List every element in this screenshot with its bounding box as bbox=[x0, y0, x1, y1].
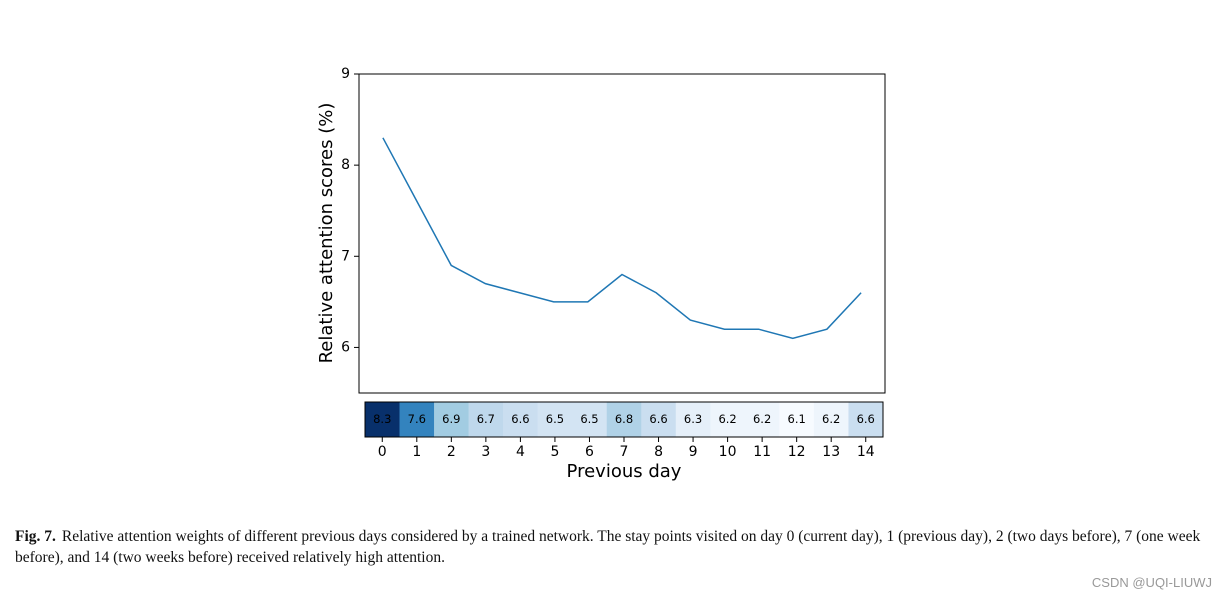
x-tick-label: 6 bbox=[585, 444, 594, 460]
plot-frame bbox=[358, 73, 886, 394]
heat-cell bbox=[813, 402, 849, 437]
x-axis-label: Previous day bbox=[567, 461, 682, 482]
cell-label: 8.3 bbox=[373, 412, 391, 426]
heat-cell bbox=[503, 402, 538, 437]
x-tick-label: 0 bbox=[378, 444, 387, 460]
heat-cell bbox=[675, 402, 711, 437]
cell-label: 6.6 bbox=[649, 412, 667, 426]
data-line bbox=[382, 137, 862, 340]
y-axis-label: Relative attention scores (%) bbox=[316, 103, 337, 364]
y-tick-label: 7 bbox=[341, 248, 350, 264]
cell-label: 6.5 bbox=[580, 412, 598, 426]
x-tick-label: 4 bbox=[516, 444, 525, 460]
heat-cell bbox=[434, 402, 469, 437]
heat-cell bbox=[641, 402, 677, 437]
heat-cell bbox=[572, 402, 608, 437]
caption-text: Relative attention weights of different … bbox=[15, 528, 1201, 566]
heat-cell bbox=[365, 402, 400, 437]
cell-label: 6.2 bbox=[753, 412, 771, 426]
heat-cell bbox=[399, 402, 435, 437]
x-tick-label: 10 bbox=[719, 444, 737, 460]
watermark: CSDN @UQI-LIUWJ bbox=[1091, 575, 1212, 590]
caption-label: Fig. 7. bbox=[15, 528, 56, 545]
cell-label: 6.1 bbox=[788, 412, 806, 426]
heat-cell bbox=[537, 402, 573, 437]
x-tick-label: 11 bbox=[753, 444, 771, 460]
y-tick-label: 8 bbox=[341, 157, 350, 173]
cell-label: 6.6 bbox=[511, 412, 529, 426]
x-tick-label: 9 bbox=[689, 444, 698, 460]
y-tick-label: 9 bbox=[341, 66, 350, 82]
cell-label: 6.3 bbox=[684, 412, 702, 426]
cell-label: 7.6 bbox=[408, 412, 426, 426]
cell-label: 6.8 bbox=[615, 412, 633, 426]
x-tick-label: 14 bbox=[857, 444, 875, 460]
x-tick-label: 12 bbox=[788, 444, 806, 460]
heat-cell bbox=[848, 402, 884, 437]
heat-cell bbox=[744, 402, 780, 437]
x-tick-label: 1 bbox=[412, 444, 421, 460]
cell-label: 6.9 bbox=[442, 412, 460, 426]
cell-label: 6.5 bbox=[546, 412, 564, 426]
x-tick-label: 2 bbox=[447, 444, 456, 460]
caption: Fig. 7. Relative attention weights of dif… bbox=[15, 526, 1205, 568]
x-tick-label: 5 bbox=[550, 444, 559, 460]
heat-cell bbox=[779, 402, 815, 437]
heatmap-frame bbox=[364, 401, 884, 438]
y-tick-label: 6 bbox=[341, 339, 350, 355]
heat-cell bbox=[606, 402, 642, 437]
x-tick-label: 13 bbox=[822, 444, 840, 460]
heat-cell bbox=[710, 402, 746, 437]
x-tick-label: 7 bbox=[620, 444, 629, 460]
chart: Relative attention scores (%) Previous d… bbox=[316, 66, 886, 482]
cell-label: 6.7 bbox=[477, 412, 495, 426]
heat-cell bbox=[468, 402, 504, 437]
cell-label: 6.6 bbox=[857, 412, 875, 426]
x-tick-label: 8 bbox=[654, 444, 663, 460]
cell-label: 6.2 bbox=[718, 412, 736, 426]
cell-label: 6.2 bbox=[822, 412, 840, 426]
x-tick-label: 3 bbox=[481, 444, 490, 460]
